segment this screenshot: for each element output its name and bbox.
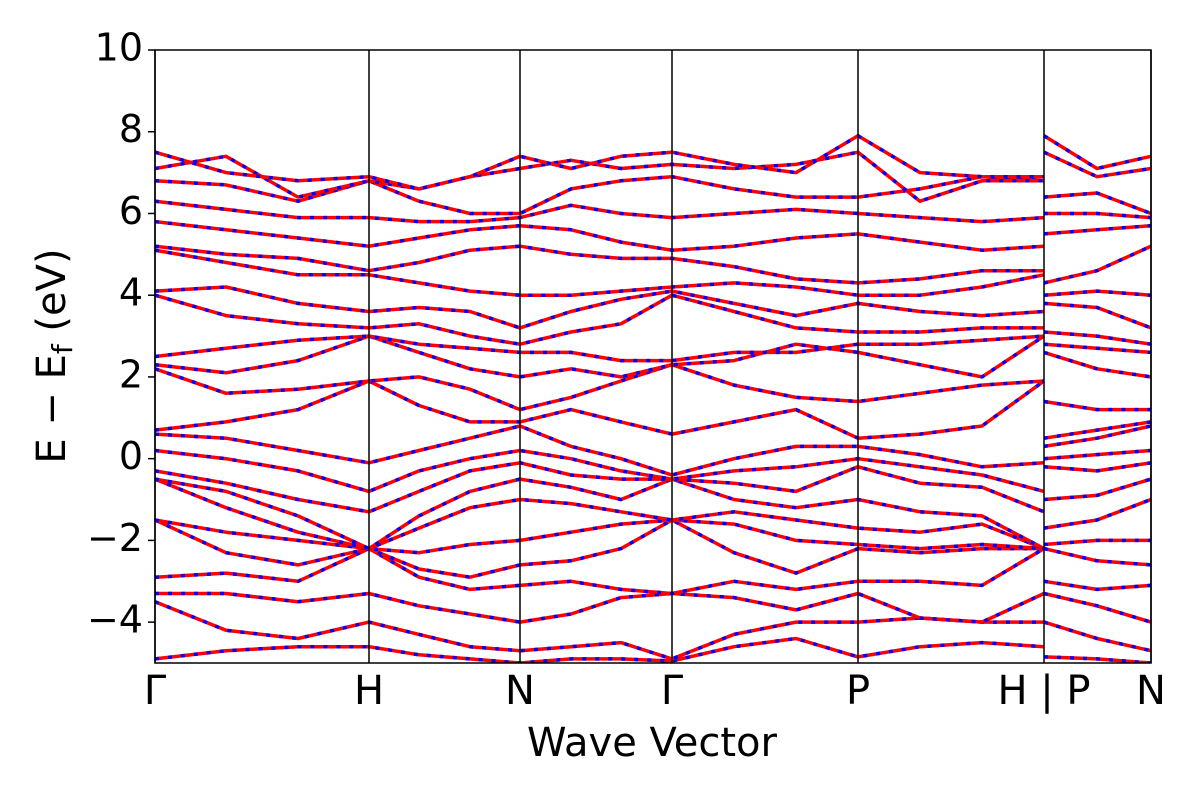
band-dash [155, 334, 1151, 379]
band-dash [155, 477, 1151, 551]
band-line [155, 134, 1151, 191]
band-dash [155, 461, 1151, 514]
y-tick-label: 8 [119, 107, 143, 151]
band-dash [155, 379, 1151, 440]
band-dash [155, 174, 1151, 216]
band-dash [155, 636, 1151, 663]
band-line [155, 518, 1151, 579]
y-tick-label: 4 [119, 271, 143, 315]
y-tick-label: −4 [87, 598, 143, 642]
band-dash [155, 424, 1151, 477]
y-label-unit: (eV) [29, 248, 75, 344]
band-line [155, 199, 1151, 224]
band-dash [155, 518, 1151, 579]
band-dash [155, 285, 1151, 330]
band-dash [155, 518, 1151, 555]
band-line [155, 600, 1151, 661]
band-dash [155, 448, 1151, 494]
band-dash [155, 600, 1151, 661]
x-axis-label: Wave Vector [527, 720, 778, 766]
x-tick-label: H | P [997, 668, 1090, 714]
band-dash [155, 248, 1151, 297]
plot-frame [154, 49, 1152, 664]
x-tick-label: N [1136, 668, 1166, 714]
y-tick-label: 0 [119, 434, 143, 478]
x-tick-label: N [505, 668, 535, 714]
band-dash [155, 244, 1151, 285]
band-dash [155, 293, 1151, 346]
band-line [155, 477, 1151, 551]
y-tick-label: 6 [119, 189, 143, 233]
x-tick-label: Γ [661, 668, 684, 714]
band-dash [155, 199, 1151, 224]
band-dash [155, 591, 1151, 624]
y-tick-label: 10 [95, 26, 143, 70]
y-axis-label: E − Ef (eV) [29, 248, 79, 463]
band-dash [155, 546, 1151, 596]
y-tick-label: 2 [119, 352, 143, 396]
y-tick-label: −2 [87, 516, 143, 560]
band-line [155, 424, 1151, 477]
band-line [155, 219, 1151, 252]
x-tick-label: H [354, 668, 384, 714]
band-dash [155, 477, 1151, 551]
band-line [155, 362, 1151, 412]
band-line [155, 546, 1151, 596]
band-line [155, 591, 1151, 624]
band-line [155, 477, 1151, 551]
x-tick-label: P [846, 668, 870, 714]
band-line [155, 244, 1151, 285]
x-tick-label: Γ [144, 668, 167, 714]
bands [155, 134, 1151, 663]
band-dash [155, 334, 1151, 363]
y-label-sub: f [46, 343, 79, 354]
y-label-main: E − E [29, 354, 75, 464]
band-dash [155, 362, 1151, 412]
band-line [155, 334, 1151, 379]
band-dash [155, 219, 1151, 252]
band-line [155, 636, 1151, 663]
band-dash [155, 150, 1151, 203]
